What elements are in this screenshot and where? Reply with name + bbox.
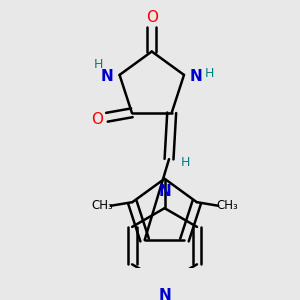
Text: CH₃: CH₃ (91, 199, 113, 212)
Text: O: O (91, 112, 103, 128)
Text: CH₃: CH₃ (216, 199, 238, 212)
Text: H: H (204, 67, 214, 80)
Text: O: O (146, 10, 158, 25)
Text: H: H (94, 58, 103, 71)
Text: N: N (190, 69, 203, 84)
Text: N: N (101, 69, 113, 84)
Text: N: N (158, 184, 171, 199)
Text: H: H (180, 156, 190, 169)
Text: N: N (158, 288, 171, 300)
